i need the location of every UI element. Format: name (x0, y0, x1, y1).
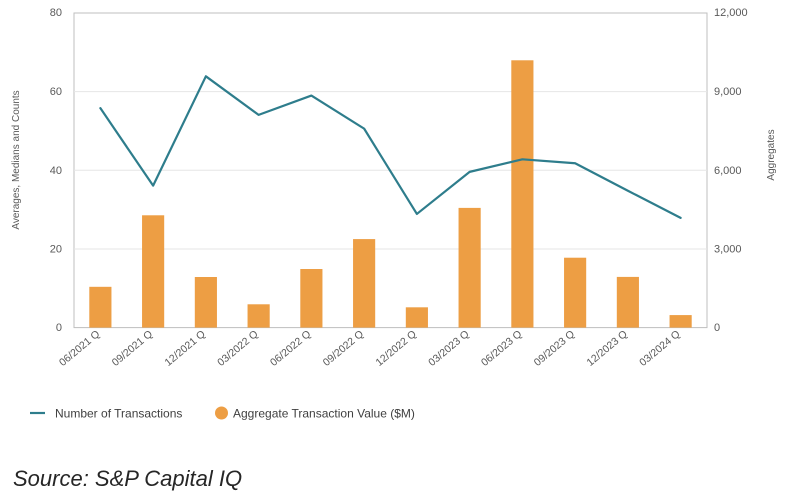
svg-text:12,000: 12,000 (714, 7, 748, 19)
svg-text:Averages, Medians and Counts: Averages, Medians and Counts (11, 90, 22, 229)
svg-text:0: 0 (56, 322, 62, 334)
svg-text:Aggregates: Aggregates (766, 129, 777, 180)
svg-text:Aggregate Transaction Value ($: Aggregate Transaction Value ($M) (233, 407, 415, 421)
svg-text:3,000: 3,000 (714, 244, 742, 256)
svg-text:Number of Transactions: Number of Transactions (55, 407, 182, 421)
svg-text:60: 60 (50, 86, 62, 98)
svg-text:40: 40 (50, 165, 62, 177)
svg-text:Source: S&P Capital IQ: Source: S&P Capital IQ (13, 466, 242, 491)
svg-text:20: 20 (50, 244, 62, 256)
svg-text:0: 0 (714, 322, 720, 334)
svg-text:6,000: 6,000 (714, 165, 742, 177)
svg-text:9,000: 9,000 (714, 86, 742, 98)
svg-text:80: 80 (50, 7, 62, 19)
